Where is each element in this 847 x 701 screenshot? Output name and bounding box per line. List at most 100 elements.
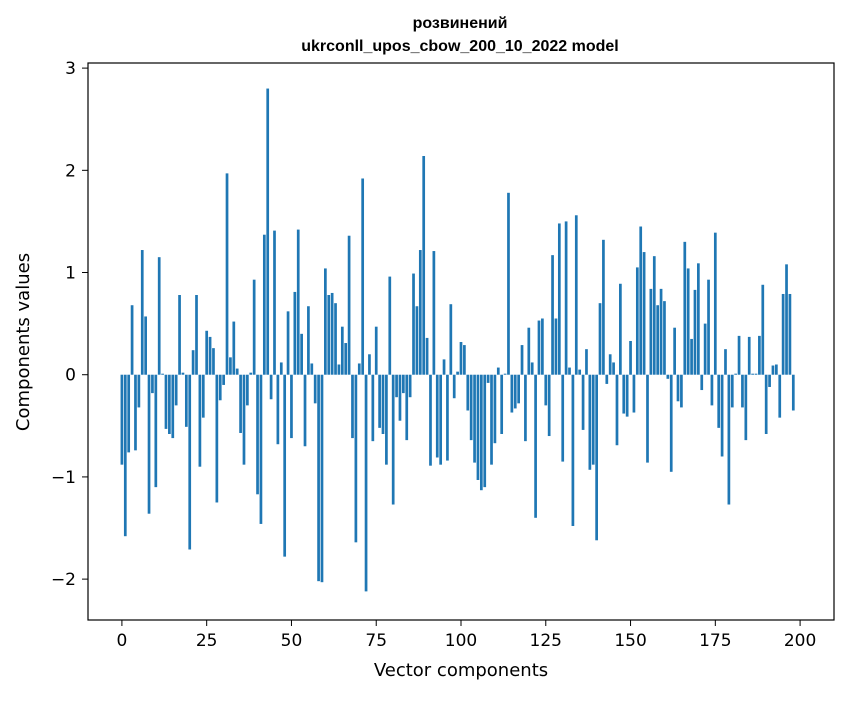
bar — [619, 283, 622, 375]
bar — [303, 374, 307, 447]
bar — [710, 374, 714, 406]
bar — [222, 374, 225, 385]
bar — [476, 374, 480, 480]
bar — [622, 374, 626, 414]
bar — [663, 301, 666, 375]
bar — [466, 374, 470, 411]
bar — [385, 374, 388, 465]
bar — [791, 374, 795, 411]
x-tick-label: 200 — [784, 631, 816, 651]
bar — [764, 374, 768, 434]
bar — [629, 340, 632, 375]
bar — [554, 318, 558, 375]
x-tick-label: 150 — [614, 631, 646, 651]
bar — [364, 374, 368, 592]
bar — [442, 359, 446, 375]
bar — [371, 374, 375, 442]
bar — [503, 373, 507, 375]
bar — [646, 374, 649, 463]
bar — [402, 374, 405, 394]
bar — [307, 306, 310, 375]
bar — [469, 374, 473, 441]
bar — [537, 320, 541, 375]
bar — [680, 374, 683, 408]
bar — [422, 156, 426, 375]
bar — [446, 374, 449, 461]
bar — [327, 295, 331, 375]
bar — [771, 365, 775, 375]
bar — [659, 288, 663, 375]
bar — [564, 221, 568, 375]
bar — [232, 321, 236, 375]
bar — [510, 374, 514, 413]
bar — [137, 374, 141, 408]
bar — [198, 374, 202, 467]
bar — [168, 374, 171, 434]
bar — [120, 374, 124, 465]
bar — [212, 348, 215, 375]
bar — [347, 235, 351, 375]
bar — [171, 374, 175, 439]
bar — [205, 330, 209, 375]
bar — [781, 293, 785, 375]
bar — [669, 374, 673, 472]
y-tick-label: 3 — [65, 59, 76, 79]
bar — [788, 293, 792, 375]
bar — [357, 363, 361, 375]
bar — [418, 250, 422, 375]
bar — [317, 374, 320, 582]
bar — [388, 276, 392, 375]
bar — [378, 374, 381, 428]
bar — [625, 374, 629, 417]
x-tick-label: 125 — [530, 631, 562, 651]
bar — [639, 226, 643, 375]
y-tick-label: −1 — [51, 468, 76, 488]
bar — [727, 374, 731, 505]
bar — [452, 374, 456, 399]
bar — [612, 362, 615, 375]
bar — [164, 374, 168, 429]
bar — [300, 333, 303, 375]
bar — [493, 374, 497, 444]
y-tick-label: 1 — [65, 264, 76, 284]
x-axis-label: Vector components — [374, 660, 548, 681]
bar — [500, 374, 504, 434]
bar — [561, 374, 565, 462]
bar — [415, 306, 419, 375]
bar — [412, 273, 415, 375]
bar — [310, 363, 314, 375]
bar — [273, 230, 276, 375]
bar — [181, 372, 185, 375]
bar — [395, 374, 398, 398]
bar — [717, 374, 721, 428]
bar — [147, 374, 151, 514]
y-axis-label: Components values — [13, 253, 34, 431]
bar — [456, 371, 459, 375]
bar — [652, 256, 656, 375]
bar — [256, 374, 259, 495]
bar — [459, 342, 463, 375]
bar — [157, 257, 161, 375]
x-tick-label: 50 — [281, 631, 303, 651]
bar — [276, 374, 280, 445]
bar — [703, 323, 707, 375]
bar — [286, 311, 290, 375]
bar — [574, 215, 578, 375]
bar — [686, 268, 690, 375]
bar — [269, 374, 273, 400]
bar — [608, 354, 612, 375]
bar — [252, 279, 256, 375]
bar — [602, 239, 605, 375]
bar — [405, 374, 409, 441]
x-tick-label: 100 — [445, 631, 477, 651]
x-tick-label: 0 — [116, 631, 127, 651]
bar — [225, 173, 229, 375]
bar — [435, 374, 439, 458]
bar — [761, 284, 765, 375]
y-tick-label: 2 — [65, 161, 76, 181]
bar — [127, 374, 131, 453]
bar — [483, 374, 487, 488]
bar — [144, 316, 147, 375]
bar — [598, 303, 602, 375]
